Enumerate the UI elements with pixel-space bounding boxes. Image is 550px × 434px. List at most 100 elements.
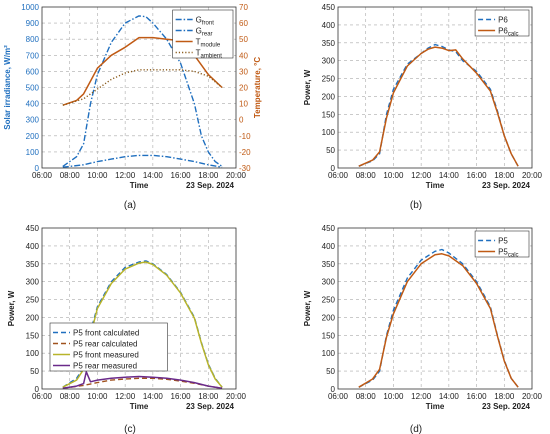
date-label: 23 Sep. 2024 (482, 181, 531, 190)
y-tick-label: 400 (322, 21, 336, 30)
legend-label-main: P6 (498, 16, 508, 25)
legend-label-sub: rear (202, 32, 213, 38)
y-right-tick-label: 10 (239, 100, 248, 109)
x-tick-label: 12:00 (411, 392, 432, 401)
x-tick-label: 06:00 (32, 392, 53, 401)
y-tick-label: 450 (26, 224, 40, 233)
legend-box (474, 9, 530, 37)
legend-label-main: P5 front calculated (73, 329, 139, 338)
y-tick-label: 250 (322, 75, 336, 84)
y-right-tick-label: 20 (239, 84, 248, 93)
legend-label: Grear (196, 27, 213, 38)
x-tick-label: 14:00 (143, 171, 164, 180)
axes-frame (337, 227, 533, 390)
y-right-tick-label: 0 (239, 116, 244, 125)
y-tick-label: 300 (26, 116, 40, 125)
y-axis-label: Power, W (303, 69, 312, 105)
legend-label-main: P5 rear calculated (73, 340, 137, 349)
y-right-tick-label: -20 (239, 148, 251, 157)
legend-box (474, 230, 530, 258)
series-line-a-1 (62, 154, 223, 168)
legend-label: P6 (498, 16, 508, 25)
x-tick-label: 20:00 (522, 392, 543, 401)
y-tick-label: 300 (322, 57, 336, 66)
y-tick-label: 0 (331, 164, 336, 173)
series-line-a-0 (62, 15, 223, 167)
date-label: 23 Sep. 2024 (186, 181, 235, 190)
x-tick-label: 10:00 (383, 171, 404, 180)
legend-label-main: P6 (498, 27, 508, 36)
x-axis-label: Time (426, 402, 445, 411)
y-tick-label: 350 (26, 260, 40, 269)
y-tick-label: 150 (322, 331, 336, 340)
x-axis-label: Time (130, 181, 149, 190)
y-tick-label: 200 (322, 92, 336, 101)
y-tick-label: 500 (26, 84, 40, 93)
legend-label-sub: module (201, 43, 221, 49)
panel-c: 0 50 100 150 200 250 300 350 400 450 06:00 08:00 10:… (7, 224, 247, 434)
x-axis-label: Time (130, 402, 149, 411)
x-tick-label: 18:00 (198, 171, 219, 180)
series-line-b-1 (358, 46, 519, 167)
x-tick-label: 16:00 (171, 392, 192, 401)
x-tick-label: 08:00 (60, 171, 81, 180)
legend-label-main: T (196, 49, 201, 58)
legend-label-main: G (196, 27, 202, 36)
legend-label: P5 (498, 237, 508, 246)
y-tick-label: 100 (322, 128, 336, 137)
x-tick-label: 20:00 (226, 392, 247, 401)
legend-label: Gfront (196, 16, 215, 27)
y-right-axis-label: Temperature, °C (253, 57, 262, 119)
legend-label-main: P5 front measured (73, 351, 139, 360)
legend-label-main: G (196, 16, 202, 25)
y-tick-label: 0 (35, 385, 40, 394)
y-right-tick-label: 30 (239, 67, 248, 76)
legend-label-sub: front (202, 21, 214, 27)
panel-b: 0 50 100 150 200 250 300 350 400 450 06:00 08:00 10:… (303, 3, 543, 211)
legend-label: P5 front calculated (73, 329, 139, 338)
date-label: 23 Sep. 2024 (482, 402, 531, 411)
legend-label: Tambient (196, 49, 223, 60)
y-tick-label: 200 (26, 313, 40, 322)
y-tick-label: 200 (26, 132, 40, 141)
y-tick-label: 100 (26, 349, 40, 358)
series-line-c-0 (62, 260, 223, 388)
x-axis-label: Time (426, 181, 445, 190)
legend: P5 front calculated P5 rear calculated P5 … (49, 322, 168, 372)
axes-frame (41, 227, 237, 390)
y-tick-label: 100 (26, 148, 40, 157)
y-tick-label: 300 (26, 278, 40, 287)
y-axis-label: Solar irradiance, W/m² (3, 45, 12, 130)
series-line-c-1 (62, 377, 223, 389)
x-tick-label: 10:00 (87, 392, 108, 401)
y-tick-label: 250 (26, 296, 40, 305)
date-label: 23 Sep. 2024 (186, 402, 235, 411)
x-tick-label: 08:00 (356, 392, 377, 401)
y-tick-label: 300 (322, 278, 336, 287)
y-axis-label: Power, W (303, 290, 312, 326)
x-tick-label: 20:00 (522, 171, 543, 180)
series-line-d-1 (358, 253, 519, 388)
y-tick-label: 50 (326, 367, 335, 376)
legend-label-main: T (196, 38, 201, 47)
panel-caption: (b) (410, 200, 422, 211)
legend-label: P6calc (498, 27, 518, 38)
x-tick-label: 06:00 (328, 392, 349, 401)
legend-label: P5 front measured (73, 351, 139, 360)
y-tick-label: 50 (30, 367, 39, 376)
grid (42, 7, 236, 168)
x-tick-label: 18:00 (494, 392, 515, 401)
legend-label-main: P5 rear measured (73, 362, 137, 371)
x-tick-label: 06:00 (32, 171, 53, 180)
x-tick-label: 12:00 (115, 392, 136, 401)
x-tick-label: 18:00 (198, 392, 219, 401)
panel-caption: (d) (410, 424, 422, 434)
series-line-c-3 (62, 371, 223, 390)
y-right-tick-label: 50 (239, 35, 248, 44)
legend-label: P5 rear calculated (73, 340, 137, 349)
legend-label-main: P5 (498, 237, 508, 246)
x-tick-label: 14:00 (439, 171, 460, 180)
x-tick-label: 16:00 (467, 171, 488, 180)
